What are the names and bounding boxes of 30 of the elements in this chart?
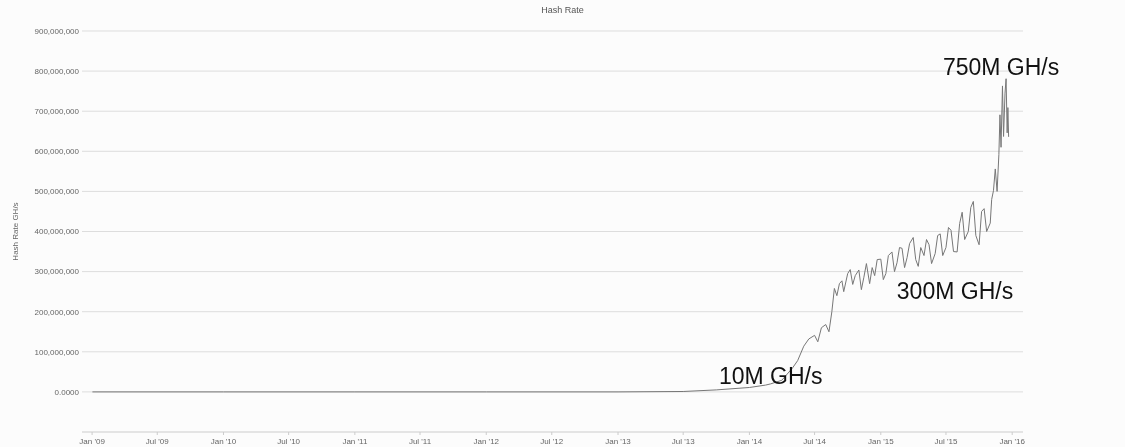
x-tick-label: Jan '10 (210, 437, 237, 446)
x-tick-label: Jan '09 (79, 437, 106, 446)
x-tick-label: Jan '15 (868, 437, 895, 446)
chart-title: Hash Rate (541, 5, 584, 15)
y-tick-label: 800,000,000 (34, 66, 80, 76)
x-tick-label: Jul '14 (803, 437, 827, 446)
x-tick-label: Jul '10 (277, 437, 301, 446)
y-tick-label: 500,000,000 (34, 187, 80, 197)
x-tick-label: Jan '13 (605, 437, 632, 446)
y-tick-label: 300,000,000 (34, 267, 80, 277)
x-tick-label: Jul '11 (408, 437, 432, 446)
x-tick-label: Jul '12 (540, 437, 564, 446)
y-tick-label: 100,000,000 (34, 347, 80, 357)
y-tick-label: 900,000,000 (34, 26, 80, 36)
x-tick-label: Jul '15 (934, 437, 958, 446)
y-tick-label: 200,000,000 (34, 307, 80, 317)
annotation: 10M GH/s (718, 362, 823, 389)
y-tick-label: 0.0000 (54, 387, 80, 397)
y-axis-title: Hash Rate GH/s (11, 202, 20, 261)
y-tick-label: 400,000,000 (34, 227, 80, 237)
x-tick-label: Jan '16 (999, 437, 1026, 446)
x-tick-label: Jan '11 (342, 437, 368, 446)
annotation: 300M GH/s (896, 278, 1014, 305)
x-tick-label: Jul '09 (145, 437, 170, 446)
x-tick-label: Jan '14 (736, 437, 763, 446)
x-tick-label: Jul '13 (671, 437, 696, 446)
y-tick-label: 600,000,000 (34, 147, 80, 157)
annotation: 750M GH/s (942, 54, 1060, 81)
y-tick-label: 700,000,000 (34, 107, 80, 116)
x-tick-label: Jan '12 (473, 437, 500, 446)
